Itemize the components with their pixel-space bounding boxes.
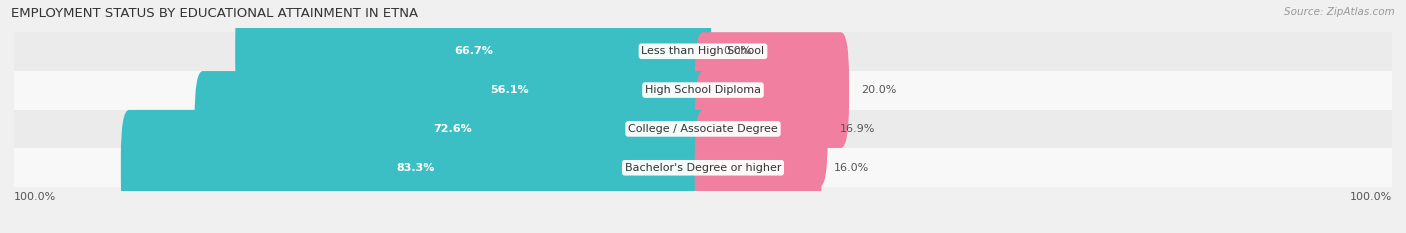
FancyBboxPatch shape (695, 110, 821, 226)
Text: 0.0%: 0.0% (724, 46, 752, 56)
FancyBboxPatch shape (695, 32, 849, 148)
Bar (14, 71, 1392, 110)
Text: EMPLOYMENT STATUS BY EDUCATIONAL ATTAINMENT IN ETNA: EMPLOYMENT STATUS BY EDUCATIONAL ATTAINM… (11, 7, 419, 20)
Legend: In Labor Force, Unemployed: In Labor Force, Unemployed (598, 231, 808, 233)
Bar (14, 148, 1392, 187)
Bar (14, 110, 1392, 148)
Text: 100.0%: 100.0% (14, 192, 56, 202)
Text: High School Diploma: High School Diploma (645, 85, 761, 95)
FancyBboxPatch shape (308, 32, 711, 148)
FancyBboxPatch shape (695, 71, 828, 187)
Text: College / Associate Degree: College / Associate Degree (628, 124, 778, 134)
Text: 66.7%: 66.7% (454, 46, 492, 56)
Text: Source: ZipAtlas.com: Source: ZipAtlas.com (1284, 7, 1395, 17)
Text: 100.0%: 100.0% (1350, 192, 1392, 202)
Text: 83.3%: 83.3% (396, 163, 436, 173)
Text: 72.6%: 72.6% (433, 124, 472, 134)
Text: 16.9%: 16.9% (841, 124, 876, 134)
Text: Less than High School: Less than High School (641, 46, 765, 56)
FancyBboxPatch shape (194, 71, 711, 187)
Text: 56.1%: 56.1% (491, 85, 529, 95)
FancyBboxPatch shape (235, 0, 711, 109)
Text: Bachelor's Degree or higher: Bachelor's Degree or higher (624, 163, 782, 173)
Bar (14, 32, 1392, 71)
Text: 20.0%: 20.0% (862, 85, 897, 95)
FancyBboxPatch shape (121, 110, 711, 226)
Text: 16.0%: 16.0% (834, 163, 869, 173)
